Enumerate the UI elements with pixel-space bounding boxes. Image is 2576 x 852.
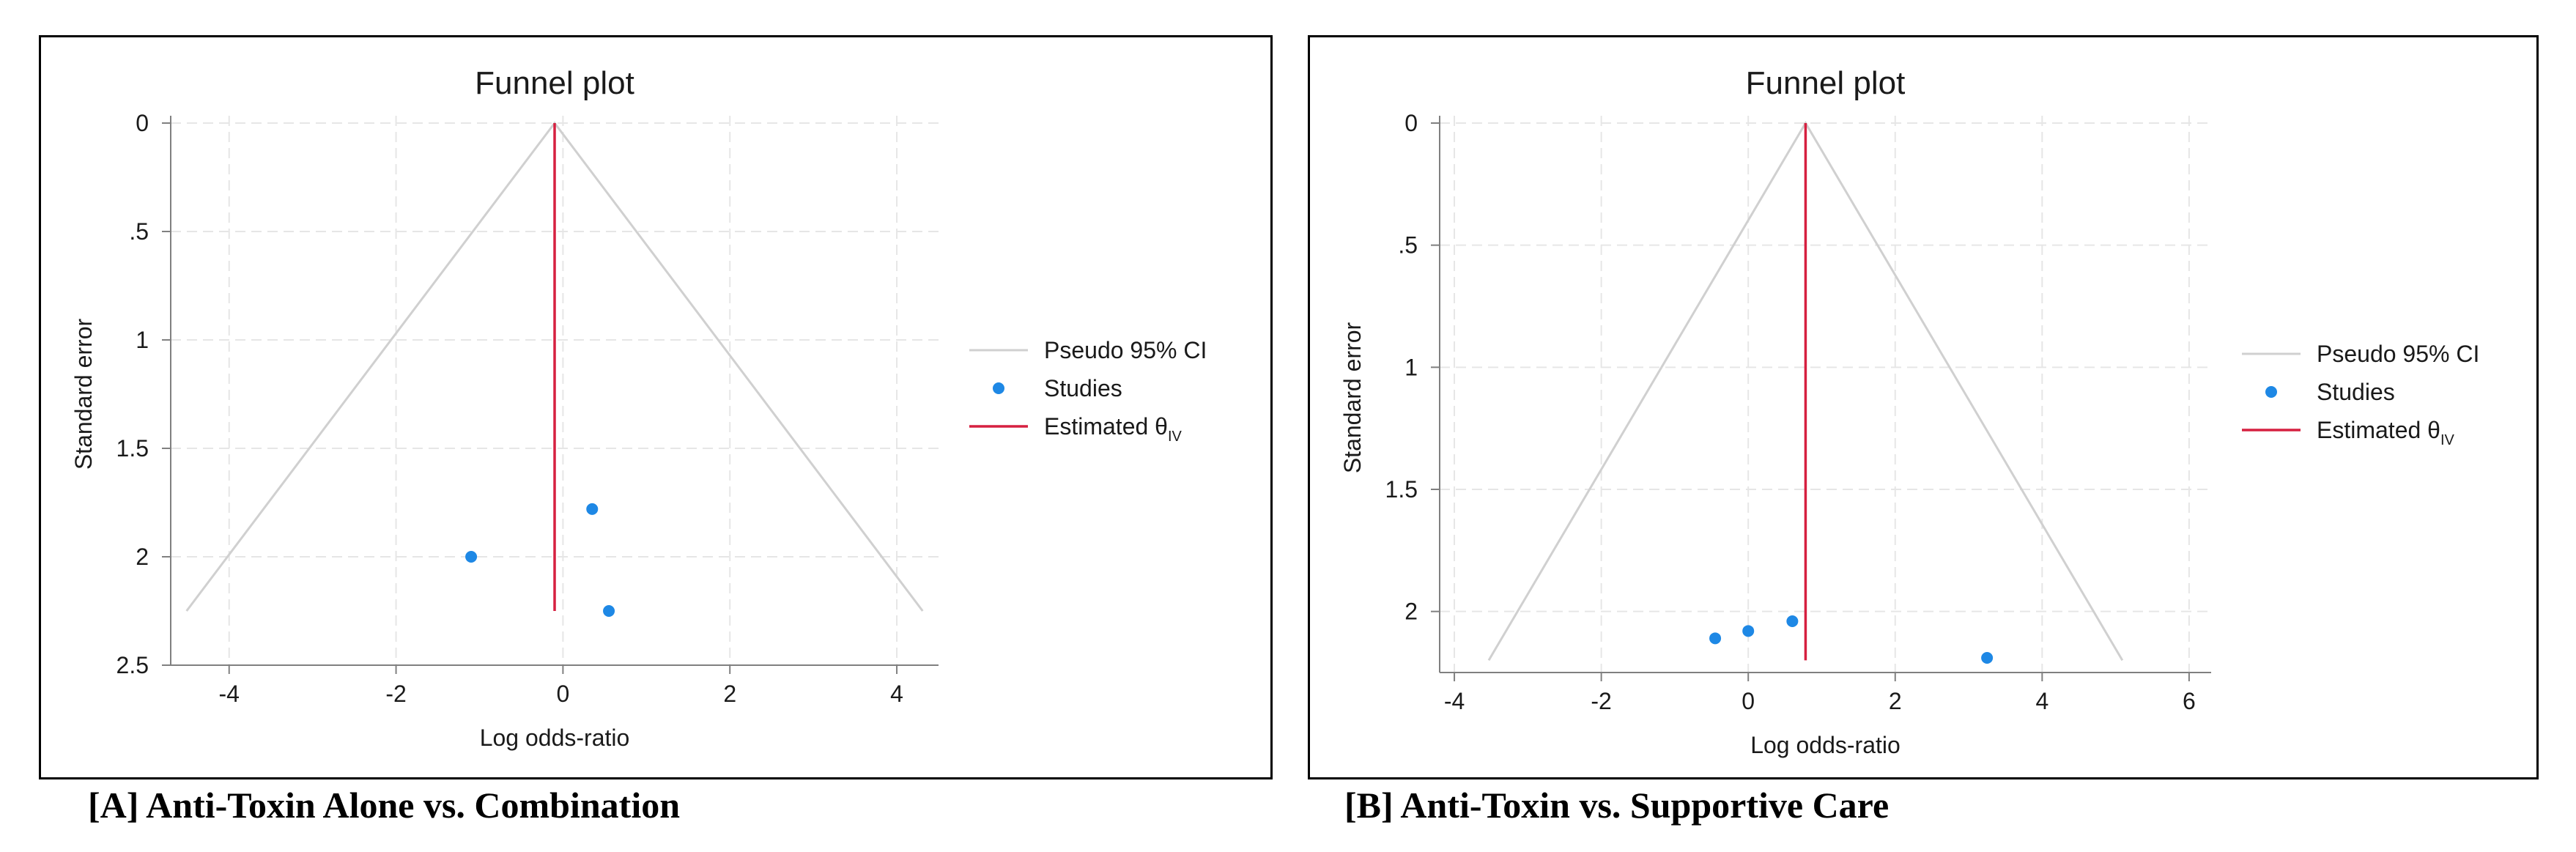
x-tick-label: 2 — [723, 681, 736, 707]
legend-ci-label: Pseudo 95% CI — [1044, 337, 1207, 363]
funnel-plot-panel-b: -4 -2 0 2 4 6 0 .5 1 1.5 2 Funnel plot Log odds-rati… — [1308, 35, 2539, 779]
y-tick-label: 2.5 — [116, 652, 149, 678]
legend-estimate-subscript: IV — [1168, 429, 1182, 445]
x-tick-label: 4 — [2035, 688, 2048, 714]
x-tick-label: 0 — [556, 681, 569, 707]
x-tick-label: -4 — [219, 681, 240, 707]
legend-studies-swatch — [993, 382, 1004, 394]
legend-estimate-main: Estimated θ — [1044, 413, 1168, 440]
legend-estimate-label: Estimated θIV — [1044, 413, 1182, 445]
x-tick-label: 6 — [2183, 688, 2196, 714]
caption-panel-a: [A] Anti-Toxin Alone vs. Combination — [88, 785, 681, 826]
study-point — [1786, 615, 1799, 627]
legend-studies-label: Studies — [1044, 375, 1122, 401]
y-axis-label: Standard error — [70, 318, 97, 470]
y-tick-label: 1.5 — [116, 435, 149, 462]
y-tick-label: .5 — [129, 218, 149, 245]
y-tick-label: .5 — [1398, 232, 1418, 259]
study-point — [603, 605, 615, 617]
y-tick-label: 2 — [136, 544, 149, 570]
x-tick-label: 0 — [1742, 688, 1755, 714]
y-tick-label: 0 — [136, 110, 149, 136]
x-tick-label: -2 — [385, 681, 406, 707]
y-tick-label: 2 — [1404, 599, 1418, 625]
chart-title: Funnel plot — [475, 65, 634, 101]
y-tick-label: 1 — [1404, 354, 1418, 380]
caption-panel-b: [B] Anti-Toxin vs. Supportive Care — [1344, 785, 1890, 826]
legend-studies-swatch — [2265, 386, 2277, 398]
x-tick-label: 4 — [890, 681, 903, 707]
panel-frame — [1308, 35, 2539, 779]
legend-ci-label: Pseudo 95% CI — [2317, 341, 2479, 367]
legend-estimate-main: Estimated θ — [2317, 417, 2440, 443]
legend-estimate-label: Estimated θIV — [2317, 417, 2455, 448]
x-tick-label: 2 — [1889, 688, 1902, 714]
x-axis-label: Log odds-ratio — [480, 725, 630, 751]
y-tick-label: 1.5 — [1385, 476, 1418, 503]
study-point — [465, 551, 478, 563]
legend-studies-label: Studies — [2317, 379, 2395, 405]
y-tick-label: 1 — [136, 327, 149, 353]
study-point — [586, 503, 599, 515]
y-axis-label: Standard error — [1339, 322, 1366, 473]
x-tick-label: -4 — [1444, 688, 1465, 714]
panel-frame — [39, 35, 1273, 779]
x-tick-label: -2 — [1591, 688, 1611, 714]
y-tick-label: 0 — [1404, 110, 1418, 136]
legend-estimate-subscript: IV — [2440, 432, 2455, 448]
study-point — [1981, 652, 1994, 664]
study-point — [1709, 632, 1722, 645]
x-axis-label: Log odds-ratio — [1750, 732, 1900, 758]
study-point — [1742, 625, 1755, 637]
chart-title: Funnel plot — [1746, 65, 1906, 101]
funnel-plot-panel-a: -4 -2 0 2 4 0 .5 1 1.5 2 2.5 Funnel plot Log odds-ra… — [39, 35, 1273, 779]
